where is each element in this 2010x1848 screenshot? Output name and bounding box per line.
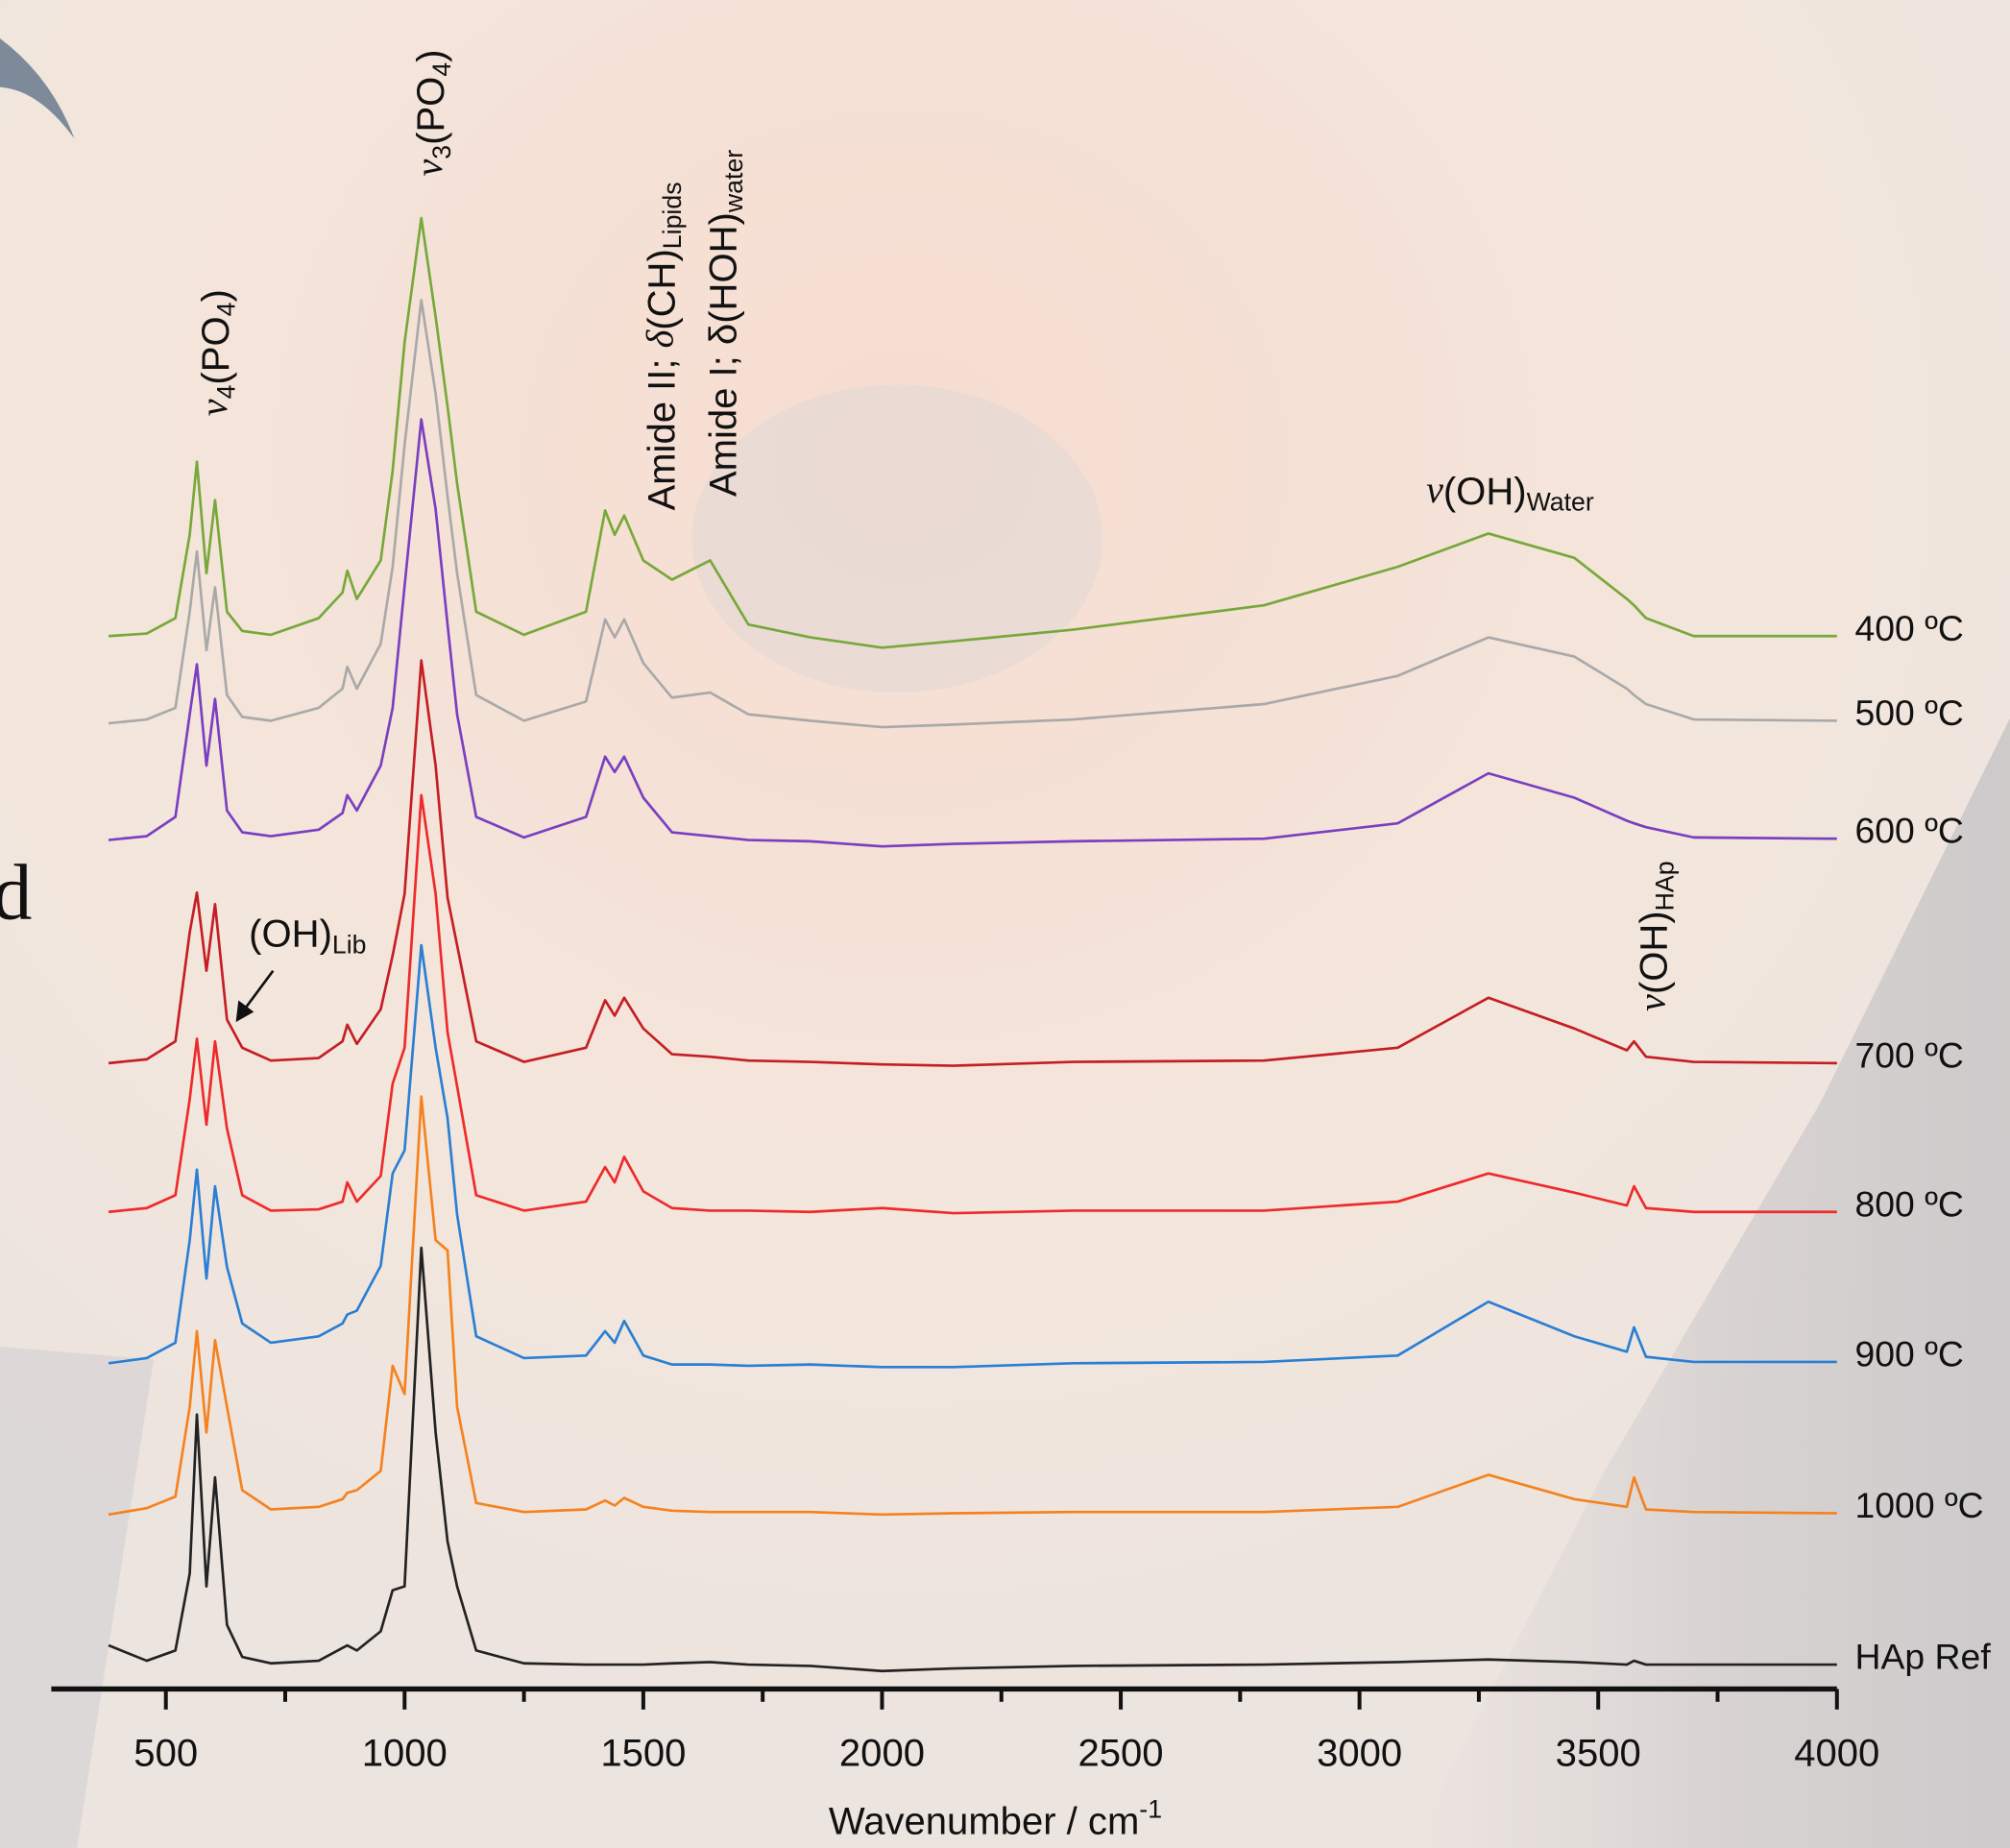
- annotation-part: v: [192, 399, 235, 416]
- x-tick-label: 1000: [362, 1732, 448, 1774]
- spectrum-line: [108, 793, 1837, 1215]
- spectrum-line: [108, 1246, 1837, 1673]
- annotation-part: Lipids: [658, 182, 687, 249]
- series-label: 800 ºC: [1854, 1183, 1963, 1224]
- annotation-part: (OH): [1633, 911, 1675, 994]
- x-tick-label: 2500: [1078, 1732, 1164, 1774]
- spectrum-line: [108, 943, 1837, 1369]
- annotation: v(OH)HAp: [1631, 861, 1680, 1010]
- background-shade: [0, 1346, 155, 1848]
- series-label: 700 ºC: [1854, 1034, 1963, 1075]
- spectrum-line: [108, 418, 1837, 848]
- annotation-part: HAp: [1650, 861, 1679, 911]
- annotation-part: v: [1631, 994, 1674, 1011]
- spectrum-line: [108, 1095, 1837, 1517]
- annotation-part: (PO: [195, 316, 237, 384]
- x-axis-label-part: Wavenumber / cm: [829, 1800, 1139, 1842]
- background-shade: [691, 384, 1102, 693]
- annotation-part: Water: [1527, 488, 1594, 517]
- annotation-part: v: [1426, 468, 1443, 511]
- x-tick-label: 2000: [839, 1732, 925, 1774]
- annotation-part: Amide I; δ(HOH): [702, 212, 744, 497]
- edge-text: d: [0, 847, 32, 936]
- spectrum-line: [108, 299, 1837, 729]
- spectrum-line: [108, 659, 1837, 1067]
- x-tick-label: 4000: [1794, 1732, 1879, 1774]
- annotation-part: (PO: [410, 77, 452, 145]
- x-axis-label: Wavenumber / cm-1: [829, 1794, 1162, 1842]
- series-label: 1000 ºC: [1854, 1485, 1983, 1525]
- annotation-part: δ: [639, 328, 682, 348]
- annotation: v4(PO4): [192, 289, 241, 416]
- series-label: 500 ºC: [1854, 693, 1963, 733]
- annotation-part: 4: [212, 302, 241, 316]
- annotation-part: (OH): [1443, 471, 1527, 513]
- x-tick-label: 3500: [1556, 1732, 1641, 1774]
- series-label: HAp Ref: [1854, 1637, 1991, 1677]
- annotation-part: 3: [427, 145, 456, 159]
- annotation: (OH)Lib: [249, 912, 366, 959]
- annotation-part: v: [407, 159, 450, 177]
- annotation-part: ): [410, 49, 452, 61]
- series-label: 400 ºC: [1854, 608, 1963, 648]
- background-crescent: [0, 38, 75, 139]
- annotation-part: Lib: [332, 930, 367, 959]
- annotation-part: 4: [427, 62, 456, 77]
- series-label: 600 ºC: [1854, 811, 1963, 851]
- x-tick-label: 3000: [1317, 1732, 1402, 1774]
- plot-area: 500 1000 1500 2000 2500 3000 3500 4000 Wavenumbe…: [51, 49, 1991, 1842]
- annotation-part: (CH): [641, 249, 683, 330]
- annotation: Amide II; δ(CH)Lipids: [639, 182, 688, 510]
- arrow-shaft: [242, 969, 275, 1011]
- annotation-part: ): [195, 289, 237, 302]
- annotation: v3(PO4): [407, 49, 456, 176]
- annotation-part: 4: [212, 384, 241, 399]
- annotation: v(OH)Water: [1426, 468, 1594, 517]
- x-tick-label: 1500: [600, 1732, 686, 1774]
- arrow-head: [235, 1000, 254, 1023]
- annotation: Amide I; δ(HOH)water: [702, 150, 748, 497]
- annotation-part: Amide II;: [641, 348, 683, 510]
- background-shade: [1410, 717, 2010, 1848]
- series-label: 900 ºC: [1854, 1333, 1963, 1374]
- x-axis-label-part: -1: [1139, 1794, 1162, 1823]
- spectrum-line: [108, 216, 1837, 649]
- x-tick-label: 500: [133, 1732, 198, 1774]
- annotation-part: (OH): [249, 912, 332, 955]
- annotation-part: water: [719, 150, 748, 213]
